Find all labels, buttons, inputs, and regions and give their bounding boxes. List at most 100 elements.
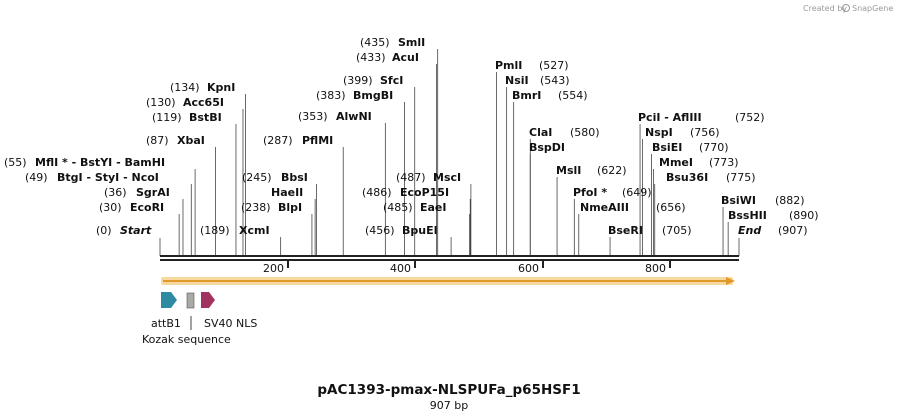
tick-label-600: 600	[518, 262, 539, 275]
site-pos-clai: (580)	[570, 126, 600, 139]
site-pos-acui: (433)	[356, 51, 386, 64]
end-label: End	[738, 224, 761, 237]
site-pos-nspi: (756)	[690, 126, 720, 139]
site-pos-mmei: (773)	[709, 156, 739, 169]
site-pos-pflmi: (287)	[263, 134, 293, 147]
site-alwni[interactable]: AlwNI	[336, 110, 372, 123]
site-pos-bsshii: (890)	[789, 209, 819, 222]
ruler-ticks: 200 400 600 800	[263, 261, 671, 275]
site-pflmi[interactable]: PflMI	[302, 134, 333, 147]
credit-brand: SnapGene	[852, 4, 893, 13]
start-position: (0)	[96, 224, 112, 237]
site-bbsi[interactable]: BbsI	[281, 171, 308, 184]
site-pos-bpuei: (456)	[365, 224, 395, 237]
site-btgi-styi-ncoi[interactable]: BtgI - StyI - NcoI	[57, 171, 159, 184]
leader-lines	[159, 49, 740, 256]
site-pos-btgi: (49)	[25, 171, 48, 184]
site-pos-pfoi: (649)	[622, 186, 652, 199]
site-bpuei[interactable]: BpuEI	[402, 224, 438, 237]
site-pos-blpi: (238)	[241, 201, 271, 214]
snapgene-logo-icon	[842, 4, 850, 12]
site-smli[interactable]: SmlI	[398, 36, 425, 49]
site-mmei[interactable]: MmeI	[659, 156, 693, 169]
site-acui[interactable]: AcuI	[392, 51, 419, 64]
feature-kozak[interactable]	[186, 292, 195, 309]
site-bseri[interactable]: BseRI	[608, 224, 643, 237]
site-pos-bmgbi: (383)	[316, 89, 346, 102]
site-haeii[interactable]: HaeII	[271, 186, 303, 199]
site-ecori[interactable]: EcoRI	[130, 201, 164, 214]
sequence-backbone	[160, 255, 739, 261]
site-sgrai[interactable]: SgrAI	[136, 186, 170, 199]
map-length: 907 bp	[430, 399, 468, 412]
site-pos-eaei: (485)	[383, 201, 413, 214]
site-pcii-afliii[interactable]: PciI - AflIII	[638, 111, 702, 124]
site-xcmi[interactable]: XcmI	[239, 224, 270, 237]
site-pos-smli: (435)	[360, 36, 390, 49]
site-pos-sgrai: (36)	[104, 186, 127, 199]
orf-arrowhead-icon	[726, 277, 735, 285]
map-title: pAC1393-pmax-NLSPUFa_p65HSF1	[317, 382, 580, 398]
site-eaei[interactable]: EaeI	[420, 201, 447, 214]
site-bmri[interactable]: BmrI	[512, 89, 541, 102]
site-ecop15i[interactable]: EcoP15I	[400, 186, 449, 199]
site-pos-xcmi: (189)	[200, 224, 230, 237]
tick-label-800: 800	[645, 262, 666, 275]
site-pos-msli: (622)	[597, 164, 627, 177]
site-pos-bsiwi: (882)	[775, 194, 805, 207]
credit-text: Created by	[803, 4, 847, 13]
site-pos-bstbi: (119)	[152, 111, 182, 124]
start-label: Start	[120, 224, 152, 237]
site-nsii[interactable]: NsiI	[505, 74, 529, 87]
orf-arrow[interactable]	[161, 277, 735, 285]
site-pos-bbsi: (245)	[242, 171, 272, 184]
site-pos-mfli: (55)	[4, 156, 27, 169]
site-pos-bseri: (705)	[662, 224, 692, 237]
site-kpni[interactable]: KpnI	[207, 81, 235, 94]
site-msci[interactable]: MscI	[433, 171, 461, 184]
feature-label-attb1: attB1	[151, 317, 181, 330]
end-position: (907)	[778, 224, 808, 237]
site-bspdi[interactable]: BspDI	[529, 141, 565, 154]
site-bmgbi[interactable]: BmgBI	[353, 89, 393, 102]
site-pos-ecop15i: (486)	[362, 186, 392, 199]
site-pos-pmli: (527)	[539, 59, 569, 72]
site-nmeaiii[interactable]: NmeAIII	[580, 201, 629, 214]
attb1-arrow-icon	[161, 292, 177, 308]
feature-attb1[interactable]	[161, 292, 177, 308]
site-pos-alwni: (353)	[298, 110, 328, 123]
site-bsiei[interactable]: BsiEI	[652, 141, 682, 154]
site-xbai[interactable]: XbaI	[177, 134, 205, 147]
site-pos-bsiei: (770)	[699, 141, 729, 154]
site-mfli-bstyi-bamhi[interactable]: MflI * - BstYI - BamHI	[35, 156, 165, 169]
site-msli[interactable]: MslI	[556, 164, 581, 177]
site-pos-msci: (487)	[396, 171, 426, 184]
site-pfoi[interactable]: PfoI *	[573, 186, 607, 199]
site-pos-ecori: (30)	[99, 201, 122, 214]
site-clai[interactable]: ClaI	[529, 126, 552, 139]
site-pmli[interactable]: PmlI	[495, 59, 522, 72]
feature-label-sv40-nls: SV40 NLS	[204, 317, 257, 330]
site-bsshii[interactable]: BssHII	[728, 209, 767, 222]
site-blpi[interactable]: BlpI	[278, 201, 302, 214]
site-nspi[interactable]: NspI	[645, 126, 673, 139]
site-pos-acc65i: (130)	[146, 96, 176, 109]
site-pos-pcii: (752)	[735, 111, 765, 124]
site-bsu36i[interactable]: Bsu36I	[666, 171, 708, 184]
tick-label-200: 200	[263, 262, 284, 275]
site-bstbi[interactable]: BstBI	[189, 111, 222, 124]
feature-sv40-nls[interactable]	[201, 292, 215, 308]
site-pos-kpni: (134)	[170, 81, 200, 94]
site-pos-bsu36i: (775)	[726, 171, 756, 184]
site-pos-sfci: (399)	[343, 74, 373, 87]
site-pos-nmeaiii: (656)	[656, 201, 686, 214]
site-pos-bmri: (554)	[558, 89, 588, 102]
sv40-nls-arrow-icon	[201, 292, 215, 308]
site-bsiwi[interactable]: BsiWI	[721, 194, 756, 207]
site-pos-nsii: (543)	[540, 74, 570, 87]
site-pos-xbai: (87)	[146, 134, 169, 147]
site-acc65i[interactable]: Acc65I	[183, 96, 224, 109]
tick-label-400: 400	[390, 262, 411, 275]
site-sfci[interactable]: SfcI	[380, 74, 403, 87]
